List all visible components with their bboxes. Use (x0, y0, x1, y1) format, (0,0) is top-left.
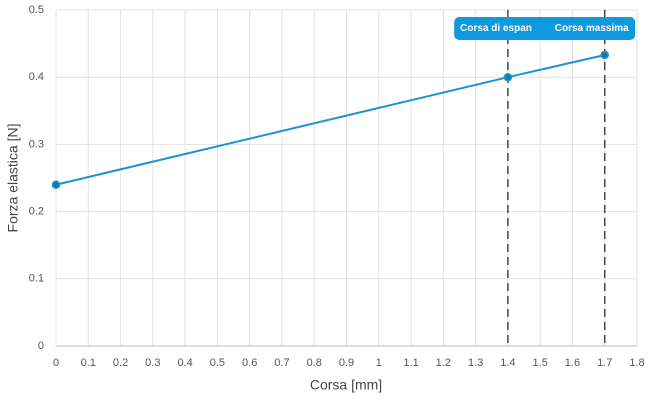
x-tick-label: 0.2 (113, 357, 128, 369)
x-tick-label: 0.9 (339, 357, 354, 369)
x-tick-label: 0.3 (145, 357, 160, 369)
data-point (503, 72, 513, 82)
x-tick-label: 0.5 (210, 357, 225, 369)
x-tick-label: 1.4 (500, 357, 515, 369)
x-tick-label: 1.8 (629, 357, 644, 369)
x-tick-label: 0.1 (81, 357, 96, 369)
y-tick-label: 0 (38, 340, 44, 352)
annotation-box (454, 17, 636, 40)
x-tick-label: 1.1 (403, 357, 418, 369)
x-tick-label: 1.3 (468, 357, 483, 369)
annotation-label: Corsa di espan (460, 23, 532, 34)
x-tick-label: 0 (53, 357, 59, 369)
y-tick-label: 0.4 (29, 71, 44, 83)
x-axis-label: Corsa [mm] (310, 377, 382, 393)
x-tick-label: 0.7 (274, 357, 289, 369)
x-tick-label: 1.7 (597, 357, 612, 369)
y-tick-label: 0.5 (29, 4, 44, 16)
series-line (55, 54, 605, 186)
x-tick-label: 0.4 (177, 357, 192, 369)
x-tick-label: 0.8 (307, 357, 322, 369)
data-point (600, 50, 609, 60)
annotation-label: Corsa massima (555, 23, 629, 34)
y-tick-label: 0.3 (29, 138, 44, 150)
x-tick-label: 1 (376, 357, 382, 369)
x-tick-label: 1.5 (533, 357, 548, 369)
x-tick-label: 1.2 (436, 357, 451, 369)
data-point (51, 180, 61, 189)
x-tick-label: 1.6 (565, 357, 580, 369)
y-tick-label: 0.2 (29, 206, 44, 218)
y-tick-label: 0.1 (29, 273, 44, 285)
y-axis-label: Forza elastica [N] (5, 124, 21, 233)
x-tick-label: 0.6 (242, 357, 257, 369)
